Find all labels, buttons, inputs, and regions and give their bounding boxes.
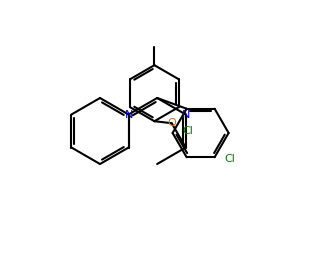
Text: Cl: Cl	[225, 154, 235, 164]
Text: O: O	[167, 118, 176, 128]
Text: N: N	[124, 109, 133, 119]
Text: Cl: Cl	[183, 126, 194, 136]
Text: N: N	[182, 109, 190, 119]
